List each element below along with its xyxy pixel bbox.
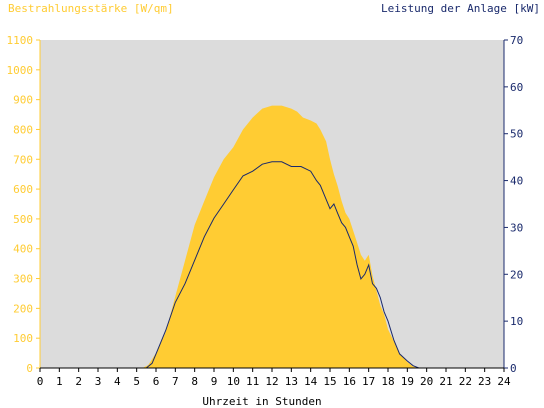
x-tick-label: 16 <box>343 375 356 388</box>
right-tick-label: 70 <box>510 34 523 47</box>
left-tick-label: 1000 <box>7 64 34 77</box>
x-tick-label: 23 <box>478 375 491 388</box>
x-tick-label: 11 <box>246 375 259 388</box>
left-tick-label: 200 <box>13 302 33 315</box>
left-tick-label: 600 <box>13 183 33 196</box>
x-tick-label: 5 <box>133 375 140 388</box>
left-tick-label: 500 <box>13 213 33 226</box>
irradiance-area <box>40 105 504 368</box>
x-tick-label: 4 <box>114 375 121 388</box>
left-axis-ticks: 0 100 200 300 400 500 600 700 800 900 1000 1100 <box>7 34 40 375</box>
right-tick-label: 60 <box>510 81 523 94</box>
x-tick-label: 2 <box>75 375 82 388</box>
right-axis-title: Leistung der Anlage [kW] <box>381 2 540 15</box>
x-tick-label: 19 <box>401 375 414 388</box>
x-tick-label: 7 <box>172 375 179 388</box>
left-axis-title: Bestrahlungsstärke [W/qm] <box>8 2 174 15</box>
left-tick-label: 0 <box>26 362 33 375</box>
left-tick-label: 800 <box>13 123 33 136</box>
left-tick-label: 100 <box>13 332 33 345</box>
x-tick-label: 9 <box>211 375 218 388</box>
x-tick-label: 15 <box>323 375 336 388</box>
right-axis-ticks: 0 10 20 30 40 50 60 70 <box>504 34 523 375</box>
x-tick-label: 3 <box>95 375 102 388</box>
left-tick-label: 400 <box>13 243 33 256</box>
x-tick-label: 8 <box>191 375 198 388</box>
x-tick-label: 18 <box>381 375 394 388</box>
x-axis-ticks: 0 1 2 3 4 5 6 7 8 9 10 11 12 13 14 15 16 17 18 19 20 21 22 23 24 <box>37 368 511 388</box>
power-line <box>40 161 504 369</box>
right-tick-label: 50 <box>510 128 523 141</box>
x-tick-label: 13 <box>285 375 298 388</box>
x-tick-label: 24 <box>497 375 511 388</box>
right-tick-label: 10 <box>510 315 523 328</box>
x-tick-label: 1 <box>56 375 63 388</box>
x-tick-label: 21 <box>439 375 452 388</box>
left-tick-label: 300 <box>13 273 33 286</box>
left-tick-label: 700 <box>13 153 33 166</box>
x-tick-label: 0 <box>37 375 44 388</box>
x-tick-label: 6 <box>153 375 160 388</box>
right-tick-label: 40 <box>510 175 523 188</box>
x-tick-label: 14 <box>304 375 318 388</box>
x-tick-label: 20 <box>420 375 433 388</box>
x-tick-label: 17 <box>362 375 375 388</box>
left-tick-label: 1100 <box>7 34 34 47</box>
x-tick-label: 10 <box>227 375 240 388</box>
left-tick-label: 900 <box>13 94 33 107</box>
x-tick-label: 12 <box>265 375 278 388</box>
x-tick-label: 22 <box>459 375 472 388</box>
x-axis-title: Uhrzeit in Stunden <box>202 395 321 408</box>
right-tick-label: 20 <box>510 268 523 281</box>
right-tick-label: 0 <box>510 362 517 375</box>
right-tick-label: 30 <box>510 221 523 234</box>
